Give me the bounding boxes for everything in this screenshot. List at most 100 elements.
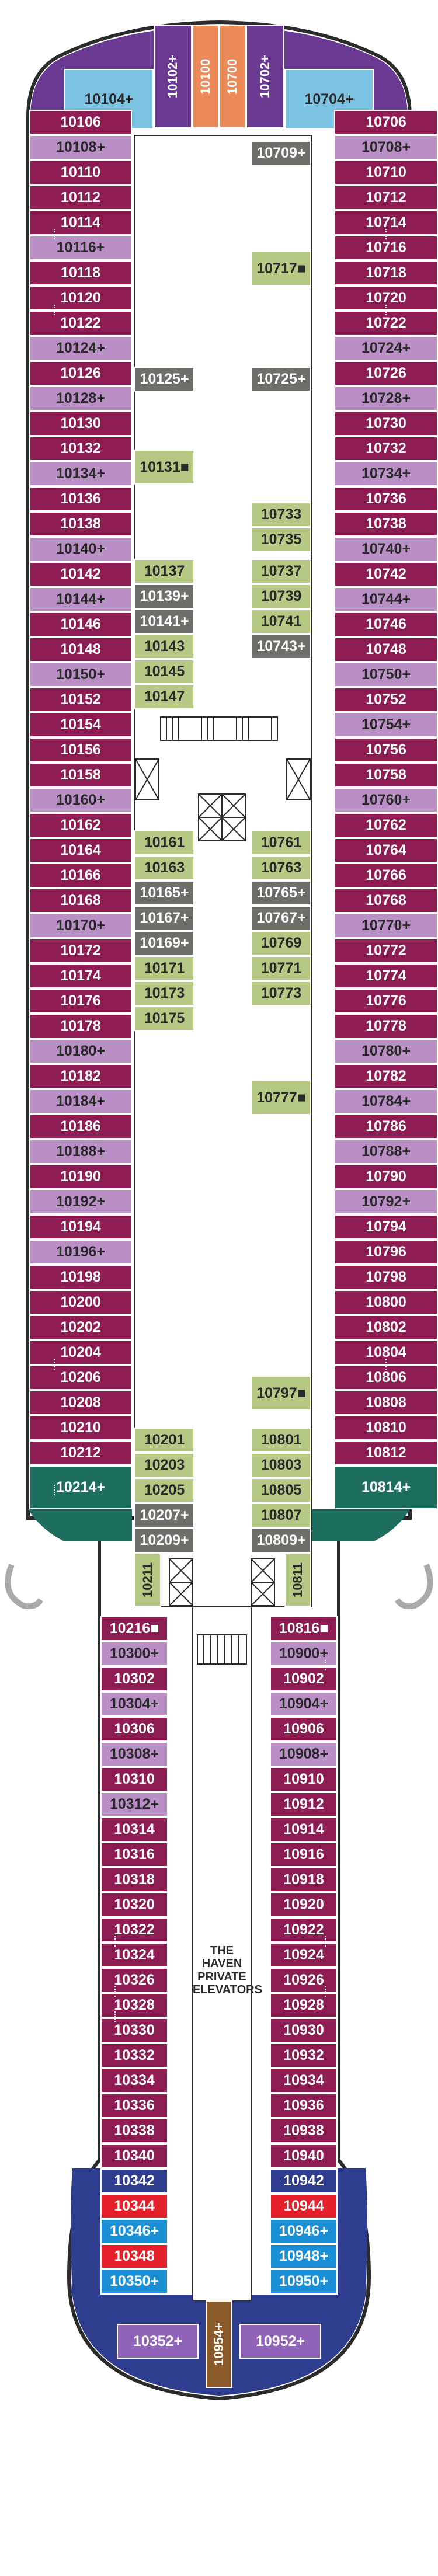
cabin-10182[interactable]: 10182 [29,1064,132,1089]
cabin-10730[interactable]: 10730 [334,411,438,436]
cabin-10724[interactable]: 10724+ [334,336,438,361]
cabin-10201[interactable]: 10201 [134,1428,194,1453]
cabin-10172[interactable]: 10172 [29,938,132,963]
cabin-10168[interactable]: 10168 [29,888,132,913]
cabin-10725[interactable]: 10725+ [251,367,311,392]
cabin-10211[interactable]: 10211 [134,1553,161,1607]
cabin-10796[interactable]: 10796 [334,1240,438,1265]
cabin-10738[interactable]: 10738 [334,511,438,537]
cabin-10207[interactable]: 10207+ [134,1503,194,1528]
cabin-10142[interactable]: 10142 [29,562,132,587]
cabin-10814[interactable]: 10814+ [334,1465,438,1509]
cabin-10154[interactable]: 10154 [29,712,132,737]
cabin-10765[interactable]: 10765+ [251,880,311,906]
cabin-10203[interactable]: 10203 [134,1453,194,1478]
cabin-10922[interactable]: 10922 [270,1917,338,1943]
cabin-10196[interactable]: 10196+ [29,1240,132,1265]
cabin-10205[interactable]: 10205 [134,1478,194,1503]
cabin-10316[interactable]: 10316 [100,1842,168,1867]
cabin-10735[interactable]: 10735 [251,527,311,552]
cabin-10712[interactable]: 10712 [334,185,438,210]
cabin-10200[interactable]: 10200 [29,1290,132,1315]
cabin-10302[interactable]: 10302 [100,1666,168,1691]
cabin-10342[interactable]: 10342 [100,2168,168,2194]
cabin-10300[interactable]: 10300+ [100,1641,168,1666]
cabin-10106[interactable]: 10106 [29,110,132,135]
cabin-10803[interactable]: 10803 [251,1453,311,1478]
cabin-10910[interactable]: 10910 [270,1767,338,1792]
cabin-10326[interactable]: 10326 [100,1968,168,1993]
cabin-10809[interactable]: 10809+ [251,1528,311,1553]
cabin-10340[interactable]: 10340 [100,2143,168,2168]
cabin-10138[interactable]: 10138 [29,511,132,537]
cabin-10728[interactable]: 10728+ [334,386,438,411]
cabin-10144[interactable]: 10144+ [29,587,132,612]
cabin-10805[interactable]: 10805 [251,1478,311,1503]
cabin-10902[interactable]: 10902 [270,1666,338,1691]
cabin-10208[interactable]: 10208 [29,1390,132,1415]
cabin-10122[interactable]: 10122 [29,311,132,336]
cabin-10758[interactable]: 10758 [334,763,438,788]
cabin-10160[interactable]: 10160+ [29,788,132,813]
cabin-10118[interactable]: 10118 [29,260,132,286]
cabin-10338[interactable]: 10338 [100,2118,168,2143]
cabin-10328[interactable]: 10328 [100,1993,168,2018]
cabin-10782[interactable]: 10782 [334,1064,438,1089]
cabin-10770[interactable]: 10770+ [334,913,438,938]
cabin-10332[interactable]: 10332 [100,2043,168,2068]
cabin-10125[interactable]: 10125+ [134,367,194,392]
cabin-10128[interactable]: 10128+ [29,386,132,411]
cabin-10130[interactable]: 10130 [29,411,132,436]
cabin-10194[interactable]: 10194 [29,1214,132,1240]
cabin-10774[interactable]: 10774 [334,963,438,988]
cabin-10920[interactable]: 10920 [270,1892,338,1917]
cabin-10816[interactable]: 10816■ [270,1616,338,1641]
cabin-10801[interactable]: 10801 [251,1428,311,1453]
cabin-10206[interactable]: 10206 [29,1365,132,1390]
cabin-10330[interactable]: 10330 [100,2018,168,2043]
cabin-10942[interactable]: 10942 [270,2168,338,2194]
cabin-10718[interactable]: 10718 [334,260,438,286]
cabin-10190[interactable]: 10190 [29,1164,132,1189]
cabin-10175[interactable]: 10175 [134,1006,194,1031]
cabin-10334[interactable]: 10334 [100,2068,168,2093]
cabin-10178[interactable]: 10178 [29,1014,132,1039]
cabin-10762[interactable]: 10762 [334,813,438,838]
cabin-10772[interactable]: 10772 [334,938,438,963]
cabin-10790[interactable]: 10790 [334,1164,438,1189]
cabin-10906[interactable]: 10906 [270,1717,338,1742]
cabin-10202[interactable]: 10202 [29,1315,132,1340]
cabin-10164[interactable]: 10164 [29,838,132,863]
cabin-10150[interactable]: 10150+ [29,662,132,687]
cabin-10804[interactable]: 10804 [334,1340,438,1365]
cabin-10810[interactable]: 10810 [334,1415,438,1440]
cabin-10784[interactable]: 10784+ [334,1089,438,1114]
cabin-10169[interactable]: 10169+ [134,931,194,956]
cabin-10700[interactable]: 10700 [219,25,246,128]
cabin-10156[interactable]: 10156 [29,737,132,763]
cabin-10212[interactable]: 10212 [29,1440,132,1465]
cabin-10112[interactable]: 10112 [29,185,132,210]
cabin-10717[interactable]: 10717■ [251,251,311,286]
cabin-10777[interactable]: 10777■ [251,1080,311,1115]
cabin-10147[interactable]: 10147 [134,684,194,709]
cabin-10748[interactable]: 10748 [334,637,438,662]
cabin-10768[interactable]: 10768 [334,888,438,913]
cabin-10137[interactable]: 10137 [134,559,194,584]
cabin-10944[interactable]: 10944 [270,2194,338,2219]
cabin-10708[interactable]: 10708+ [334,135,438,160]
cabin-10165[interactable]: 10165+ [134,880,194,906]
cabin-10737[interactable]: 10737 [251,559,311,584]
cabin-10141[interactable]: 10141+ [134,609,194,634]
cabin-10744[interactable]: 10744+ [334,587,438,612]
cabin-10346[interactable]: 10346+ [100,2219,168,2244]
cabin-10739[interactable]: 10739 [251,584,311,609]
cabin-10352[interactable]: 10352+ [117,2324,199,2359]
cabin-10336[interactable]: 10336 [100,2093,168,2118]
cabin-10176[interactable]: 10176 [29,988,132,1014]
cabin-10166[interactable]: 10166 [29,863,132,888]
cabin-10811[interactable]: 10811 [284,1553,311,1607]
cabin-10934[interactable]: 10934 [270,2068,338,2093]
cabin-10926[interactable]: 10926 [270,1968,338,1993]
cabin-10318[interactable]: 10318 [100,1867,168,1892]
